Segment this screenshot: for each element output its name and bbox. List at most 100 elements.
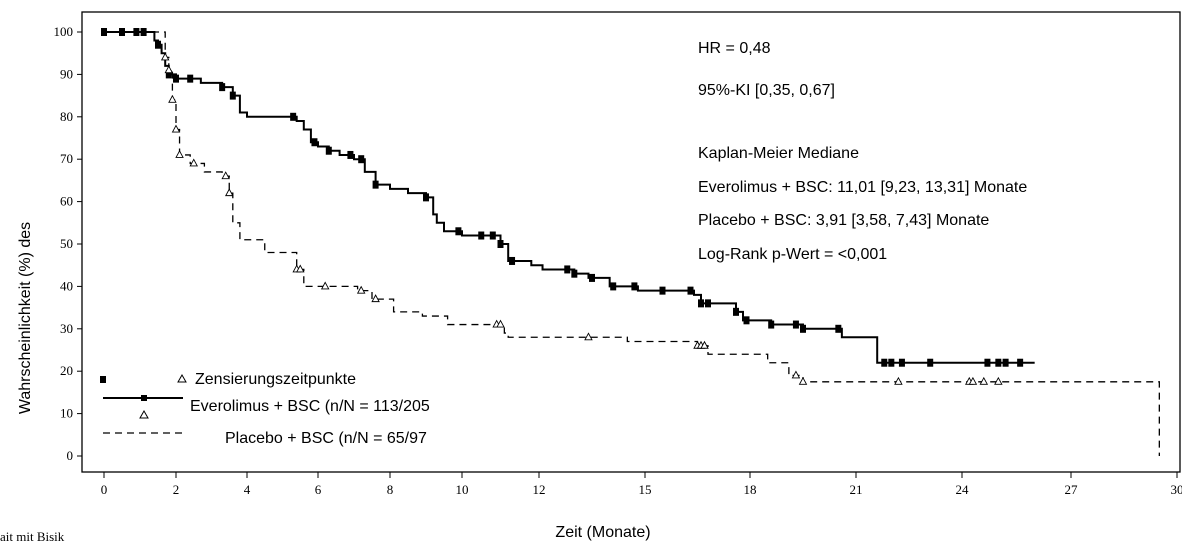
- censor-mark-everolimus: [119, 28, 125, 36]
- x-tick-label: 2: [173, 482, 180, 497]
- censor-mark-placebo: [791, 370, 801, 379]
- censor-mark-everolimus: [173, 74, 179, 83]
- y-tick-label: 100: [54, 24, 74, 39]
- y-tick-label: 90: [60, 66, 73, 81]
- annotation-hr: HR = 0,48: [698, 40, 771, 57]
- censor-mark-everolimus: [165, 70, 172, 79]
- censor-marks: [101, 28, 1024, 385]
- censor-mark-everolimus: [589, 273, 595, 282]
- censor-mark-everolimus: [881, 358, 888, 367]
- legend-everolimus-marker-icon: [141, 395, 147, 401]
- censor-mark-everolimus: [101, 28, 107, 36]
- censor-mark-placebo: [968, 376, 978, 385]
- censor-mark-everolimus: [455, 227, 462, 236]
- censor-mark-everolimus: [687, 286, 694, 295]
- plot-frame: [81, 11, 1181, 473]
- cropped-footer-text: ait mit Bisik: [0, 529, 65, 541]
- censor-mark-everolimus: [497, 240, 504, 248]
- censor-mark-everolimus: [133, 28, 140, 36]
- censor-mark-everolimus: [229, 91, 236, 100]
- censor-mark-placebo: [224, 188, 234, 197]
- censor-mark-everolimus: [423, 193, 429, 202]
- x-tick-label: 12: [533, 482, 546, 497]
- y-tick-label: 40: [60, 278, 73, 293]
- x-tick-label: 21: [850, 482, 863, 497]
- censor-mark-everolimus: [290, 112, 297, 121]
- y-tick-label: 70: [60, 151, 73, 166]
- censor-mark-everolimus: [743, 316, 750, 325]
- censor-mark-everolimus: [140, 28, 147, 36]
- censor-mark-everolimus: [489, 231, 496, 240]
- censor-mark-placebo: [994, 376, 1003, 385]
- censor-mark-placebo: [798, 376, 808, 385]
- censor-mark-placebo: [496, 319, 505, 328]
- legend-placebo-label: Placebo + BSC (n/N = 65/97: [225, 430, 427, 447]
- censor-mark-placebo: [894, 376, 903, 385]
- censor-mark-placebo: [175, 150, 184, 158]
- censor-mark-placebo: [189, 158, 199, 167]
- censor-mark-placebo: [356, 285, 366, 294]
- censor-mark-everolimus: [187, 74, 194, 83]
- x-tick-label: 15: [639, 482, 652, 497]
- x-tick-label: 6: [315, 482, 322, 497]
- censor-mark-everolimus: [835, 324, 842, 333]
- curves: [104, 31, 1160, 456]
- censor-mark-placebo: [168, 94, 177, 103]
- y-axis-label: Wahrscheinlichkeit (%) des: [17, 222, 34, 414]
- placebo-curve: [104, 31, 1160, 456]
- legend-everolimus-label: Everolimus + BSC (n/N = 113/205: [190, 398, 430, 415]
- censor-mark-everolimus: [984, 358, 991, 367]
- censor-mark-everolimus: [1002, 358, 1009, 367]
- censor-mark-everolimus: [219, 83, 226, 92]
- annotation-km-title: Kaplan-Meier Mediane: [698, 145, 859, 162]
- censor-mark-everolimus: [927, 358, 934, 367]
- legend-censor-label: Zensierungszeitpunkte: [195, 371, 356, 388]
- x-tick-label: 10: [456, 482, 469, 497]
- censor-mark-everolimus: [659, 286, 666, 295]
- y-tick-label: 60: [60, 194, 73, 209]
- ticks: 0 2 4 6 8 10 12 15 18 21 24 27 300102030405060708090…: [54, 24, 1182, 497]
- censor-mark-everolimus: [311, 138, 318, 147]
- y-tick-label: 30: [60, 321, 73, 336]
- censor-mark-everolimus: [478, 231, 485, 240]
- censor-mark-placebo: [700, 340, 709, 349]
- axes: [81, 11, 1181, 473]
- annotation-logrank: Log-Rank p-Wert = <0,001: [698, 246, 887, 263]
- censor-mark-everolimus: [564, 265, 571, 274]
- censor-mark-everolimus: [733, 307, 739, 316]
- censor-mark-everolimus: [347, 150, 354, 159]
- x-tick-label: 30: [1171, 482, 1182, 497]
- x-tick-label: 4: [244, 482, 251, 497]
- censor-mark-everolimus: [325, 146, 332, 155]
- x-tick-label: 27: [1065, 482, 1079, 497]
- censor-mark-everolimus: [610, 282, 617, 291]
- everolimus-curve: [104, 31, 1035, 364]
- y-tick-label: 50: [60, 236, 73, 251]
- censor-mark-placebo: [979, 376, 989, 385]
- legend: Zensierungszeitpunkte Everolimus + BSC (…: [100, 371, 430, 447]
- censor-mark-everolimus: [898, 358, 905, 367]
- censor-mark-placebo: [371, 294, 380, 303]
- censor-mark-everolimus: [698, 299, 704, 308]
- censor-mark-everolimus: [372, 180, 379, 189]
- censor-mark-everolimus: [631, 282, 638, 291]
- x-tick-label: 8: [387, 482, 394, 497]
- censor-mark-everolimus: [888, 358, 895, 367]
- censor-mark-everolimus: [155, 40, 161, 49]
- y-tick-label: 80: [60, 109, 73, 124]
- x-tick-label: 0: [101, 482, 108, 497]
- censor-mark-placebo: [320, 281, 330, 290]
- y-tick-label: 0: [67, 448, 74, 463]
- censor-mark-everolimus: [792, 320, 799, 329]
- censor-mark-placebo: [295, 264, 305, 273]
- censor-mark-everolimus: [800, 324, 806, 333]
- censor-mark-everolimus: [768, 320, 775, 329]
- censor-mark-everolimus: [995, 358, 1002, 367]
- legend-placebo-marker-icon: [139, 409, 149, 419]
- x-tick-label: 24: [956, 482, 970, 497]
- y-tick-label: 20: [60, 363, 73, 378]
- censor-mark-placebo: [584, 332, 593, 341]
- annotation-ci: 95%-KI [0,35, 0,67]: [698, 82, 835, 99]
- annotation-everolimus-median: Everolimus + BSC: 11,01 [9,23, 13,31] Mo…: [698, 179, 1027, 196]
